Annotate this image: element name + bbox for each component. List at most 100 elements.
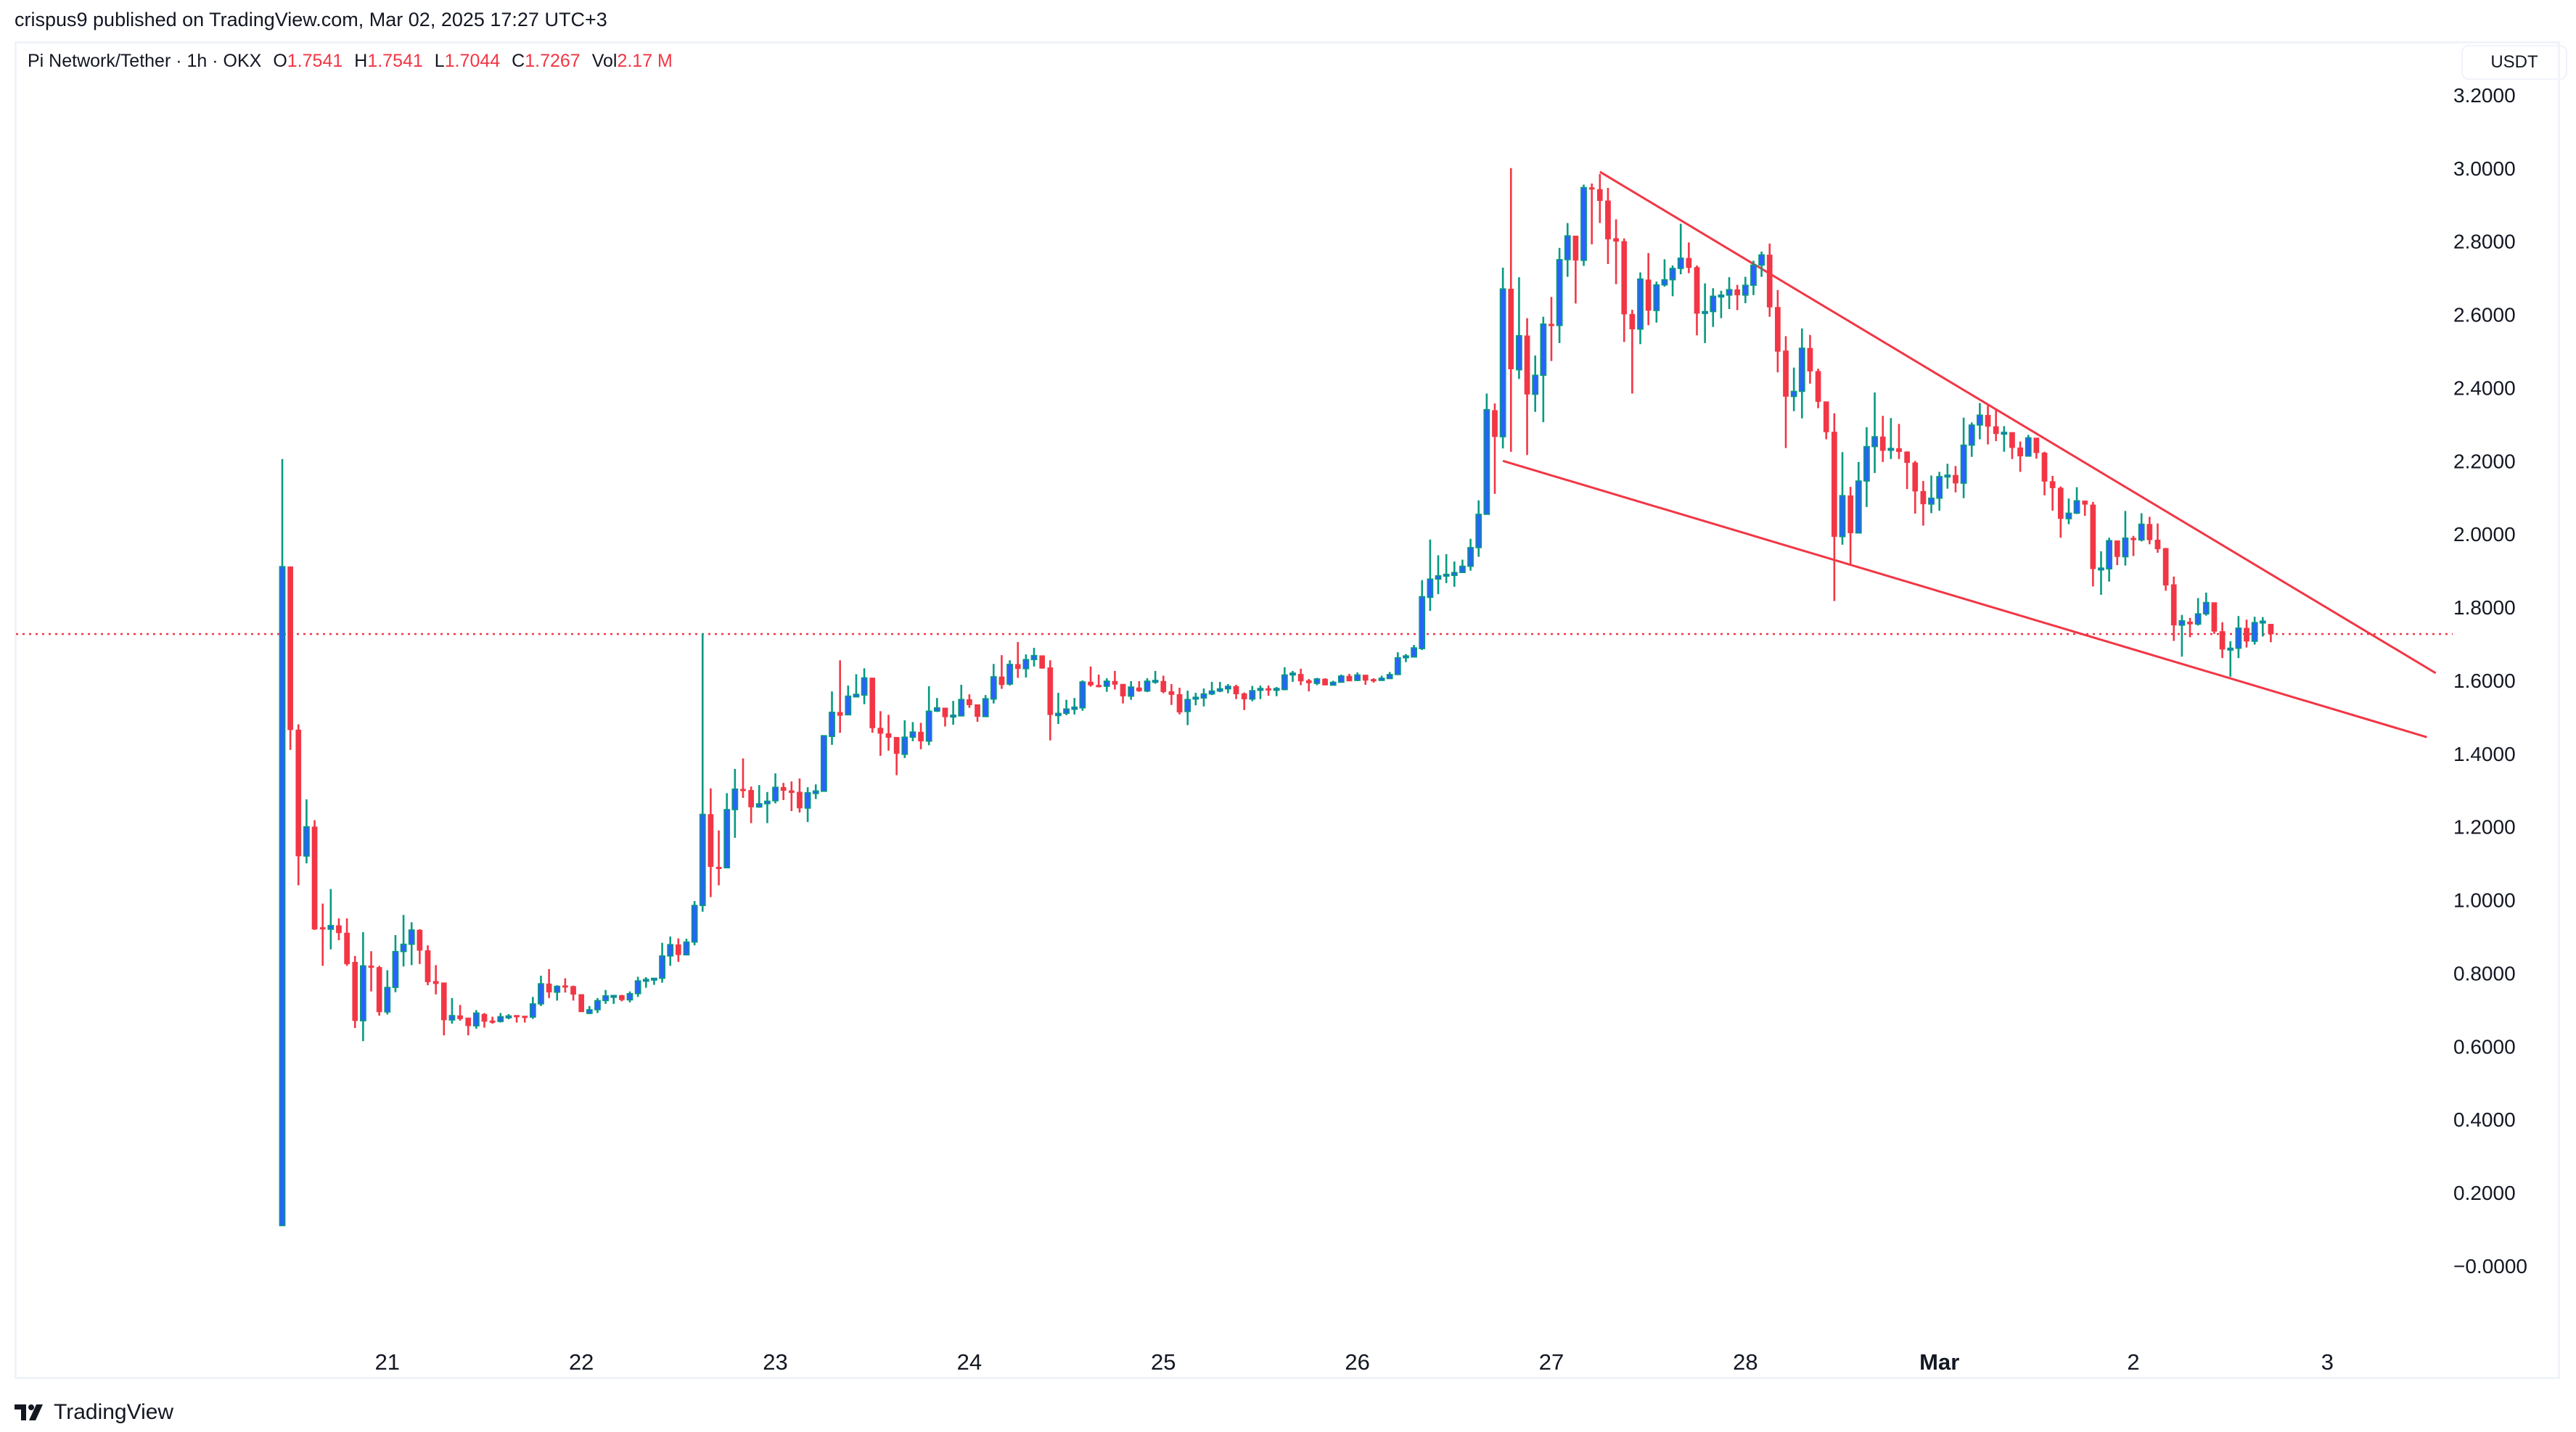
candle	[691, 901, 698, 946]
candle-body-up	[2138, 523, 2145, 541]
candle	[1766, 243, 1773, 317]
candle	[1702, 283, 1709, 343]
candle	[1168, 684, 1175, 705]
candle-body-up	[755, 803, 763, 808]
upper-trendline[interactable]	[1599, 170, 2437, 675]
candle-body-down	[562, 985, 568, 988]
date-tick-label: 22	[569, 1349, 594, 1375]
candle-body-down	[2033, 437, 2040, 453]
candle-body-down	[1605, 200, 1611, 239]
lower-trendline[interactable]	[1502, 459, 2427, 738]
time-axis[interactable]: 21 22 23 24 25 26 27 28 Mar 2 3	[375, 1349, 2334, 1375]
candle	[1621, 238, 1628, 342]
candle-body-up	[990, 676, 997, 700]
candle-body-up	[699, 813, 706, 906]
candle-body-up	[1556, 259, 1563, 326]
price-axis[interactable]: 3.2000 3.0000 2.8000 2.6000 2.4000 2.2000 2.00…	[2453, 84, 2527, 1277]
candle	[522, 1016, 528, 1023]
candle	[1403, 654, 1409, 662]
candle	[1920, 481, 1927, 526]
candle-body-down	[869, 678, 876, 728]
candle-body-up	[529, 1003, 536, 1018]
candle	[336, 918, 342, 941]
candle-body-down	[942, 707, 948, 717]
candle-body-up	[1661, 279, 1668, 286]
candle	[1710, 288, 1717, 327]
chart-frame	[15, 41, 2560, 1379]
currency-unit-button[interactable]: USDT	[2461, 45, 2567, 80]
candle-body-up	[1022, 659, 1030, 670]
candle-body-up	[723, 809, 731, 869]
candle	[861, 668, 868, 704]
candle-body-down	[1896, 448, 1902, 452]
candle	[1807, 334, 1813, 384]
candle	[1993, 410, 1999, 442]
candle	[1879, 416, 1886, 462]
candle	[982, 695, 989, 717]
price-tick-label: 0.4000	[2453, 1108, 2516, 1131]
candle	[1427, 539, 1434, 612]
candle-body-up	[1128, 686, 1135, 697]
candle	[2235, 616, 2242, 659]
candle	[1815, 369, 1821, 408]
date-tick-label: 21	[375, 1349, 400, 1375]
candle-body-down	[417, 929, 423, 951]
candle-body-up	[845, 695, 852, 716]
candle	[942, 707, 948, 727]
candle-body-down	[2244, 627, 2249, 642]
candle-body-down	[578, 994, 585, 1013]
candle-body-down	[1168, 691, 1175, 695]
candle	[715, 830, 722, 886]
date-tick-label: 3	[2321, 1349, 2334, 1375]
candle	[1313, 678, 1321, 686]
candle-body-up	[683, 941, 690, 956]
candle	[1944, 464, 1951, 489]
candle-body-down	[1322, 678, 1328, 686]
candle	[1136, 680, 1142, 692]
low-value: 1.7044	[444, 51, 501, 71]
candle-body-up	[1960, 444, 1967, 484]
candle	[1144, 678, 1151, 693]
candle-body-up	[497, 1016, 504, 1022]
candle-body-down	[1847, 495, 1854, 533]
candle	[975, 704, 980, 722]
candle-body-up	[1669, 268, 1676, 281]
candle	[546, 968, 552, 998]
candle	[683, 939, 690, 956]
candle-body-up	[472, 1012, 480, 1026]
candle-body-up	[1459, 565, 1466, 573]
price-tick-label: 0.8000	[2453, 962, 2516, 984]
candle	[440, 982, 447, 1036]
candle	[2227, 641, 2234, 677]
candle-body-down	[918, 731, 924, 741]
candle	[1977, 403, 1983, 440]
price-tick-label: 1.8000	[2453, 596, 2516, 619]
candle-body-up	[392, 950, 399, 988]
candle-body-up	[1443, 573, 1450, 577]
candle	[1249, 686, 1256, 701]
candle	[699, 633, 706, 912]
candle	[1063, 699, 1070, 715]
candle-body-down	[1686, 258, 1692, 268]
high-label: H	[354, 51, 368, 71]
candle-body-down	[319, 927, 326, 930]
candle-body-up	[982, 698, 989, 717]
date-tick-label: 28	[1733, 1349, 1757, 1375]
candle	[1928, 475, 1935, 514]
candle-body-up	[602, 995, 609, 1002]
candle-body-down	[1371, 679, 1377, 682]
candle	[2106, 538, 2113, 582]
candle	[2251, 617, 2258, 645]
candle	[1645, 252, 1652, 326]
candle-body-down	[368, 966, 374, 968]
candle	[448, 997, 456, 1024]
candle-body-down	[432, 981, 439, 984]
candle	[1419, 580, 1426, 651]
candle	[1386, 672, 1393, 680]
symbol-info[interactable]: Pi Network/Tether · 1h · OKX	[28, 51, 262, 71]
date-tick-label: 24	[957, 1349, 982, 1375]
candle	[1475, 500, 1482, 557]
chart-legend: Pi Network/Tether · 1h · OKX O 1.7541 H 1.…	[28, 51, 684, 72]
candle	[2211, 602, 2218, 634]
